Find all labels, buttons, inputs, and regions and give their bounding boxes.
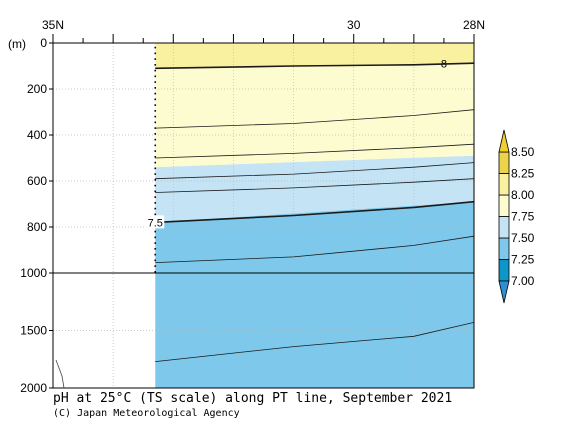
station-dot: [154, 253, 157, 256]
y-tick-label: 800: [27, 220, 47, 234]
station-dot: [154, 69, 157, 72]
chart-credit: (C) Japan Meteorological Agency: [53, 408, 240, 419]
station-dot: [154, 161, 157, 164]
contour-label: 8: [441, 59, 447, 71]
x-tick-label: 28N: [463, 18, 485, 32]
station-dot: [154, 144, 157, 147]
station-dot: [154, 115, 157, 118]
station-dot: [154, 230, 157, 233]
station-dot: [154, 156, 157, 158]
x-tick-label: 30: [347, 18, 361, 32]
station-dot: [154, 81, 157, 83]
contour-line: [155, 235, 474, 263]
station-dot: [154, 202, 157, 204]
y-tick-label: 600: [27, 174, 47, 188]
station-dot: [154, 213, 157, 216]
station-dot: [154, 271, 157, 273]
colorbar-tick-label: 7.50: [511, 231, 535, 245]
station-dot: [154, 127, 157, 129]
colorbar-high-arrow: [498, 129, 510, 153]
band-7.75-8.00: [155, 63, 474, 168]
contour-line: [155, 109, 474, 129]
station-dot: [154, 248, 157, 250]
y-axis: 0 200 400 600 800 1000 1500 2000 (m): [8, 36, 53, 395]
contour-line: [155, 143, 474, 159]
bottom-profile: [55, 359, 65, 389]
station-dot: [154, 242, 157, 244]
y-tick-label: 200: [27, 82, 47, 96]
station-dot: [154, 150, 157, 152]
station-dot: [154, 75, 157, 78]
station-dot: [154, 87, 157, 89]
band-7.25-7.50: [155, 201, 474, 388]
y-tick-label: 1500: [20, 324, 47, 338]
contour-lines: [155, 62, 474, 362]
colorbar-tick-label: 8.25: [511, 167, 535, 181]
station-dot: [154, 173, 157, 175]
y-tick-label: 0: [40, 36, 47, 50]
station-dot: [154, 259, 157, 262]
grid-lines: [53, 43, 474, 388]
station-dot: [154, 236, 157, 239]
contour-line: [155, 162, 474, 180]
colorbar-segment: [498, 259, 510, 282]
colorbar-segment: [498, 151, 510, 174]
contour-label-bg: [146, 215, 165, 229]
filled-bands: [155, 43, 474, 388]
colorbar-tick-label: 8.50: [511, 145, 535, 159]
x-axis: 35N 30 28N: [42, 18, 485, 43]
contour-line-bold: [155, 200, 474, 224]
colorbar-segment: [498, 216, 510, 239]
station-dot: [154, 138, 157, 141]
station-dot: [154, 167, 157, 170]
station-dot: [154, 133, 157, 135]
contour-line-bold: [155, 62, 474, 70]
station-dot: [154, 98, 157, 101]
station-dot: [154, 121, 157, 124]
station-dot: [154, 207, 157, 210]
colorbar-tick-label: 7.00: [511, 274, 535, 288]
station-dot: [154, 190, 157, 193]
x-tick-label: 35N: [42, 18, 64, 32]
colorbar-segment: [498, 173, 510, 196]
colorbar-tick-label: 7.25: [511, 253, 535, 267]
station-dot: [154, 265, 157, 267]
contour-line: [155, 322, 474, 362]
colorbar-segment: [498, 237, 510, 260]
y-tick-label: 2000: [20, 381, 47, 395]
station-dot: [154, 58, 157, 60]
chart-title: pH at 25°C (TS scale) along PT line, Sep…: [53, 391, 453, 406]
band-7.50-7.75: [155, 155, 474, 223]
station-dot: [154, 179, 157, 181]
station-dot: [154, 104, 157, 106]
y-axis-unit: (m): [8, 37, 26, 51]
station-dot: [154, 64, 157, 66]
station-dot: [154, 196, 157, 198]
station-dot: [154, 46, 157, 49]
colorbar-low-arrow: [498, 280, 510, 304]
y-tick-label: 400: [27, 128, 47, 142]
colorbar-segment: [498, 194, 510, 217]
band-8.00-8.25: [155, 43, 474, 69]
contour-label: 7.5: [148, 217, 163, 229]
colorbar: 7.00 7.25 7.50 7.75 8.00 8.25 8.50: [498, 129, 535, 304]
station-dot: [154, 184, 157, 187]
station-dot: [154, 52, 157, 55]
station-markers: [154, 46, 157, 273]
colorbar-tick-label: 8.00: [511, 188, 535, 202]
contour-labels: 87.5: [146, 59, 447, 229]
station-dot: [154, 110, 157, 112]
station-dot: [154, 92, 157, 95]
colorbar-tick-label: 7.75: [511, 210, 535, 224]
y-tick-label: 1000: [20, 266, 47, 280]
contour-line: [155, 178, 474, 193]
